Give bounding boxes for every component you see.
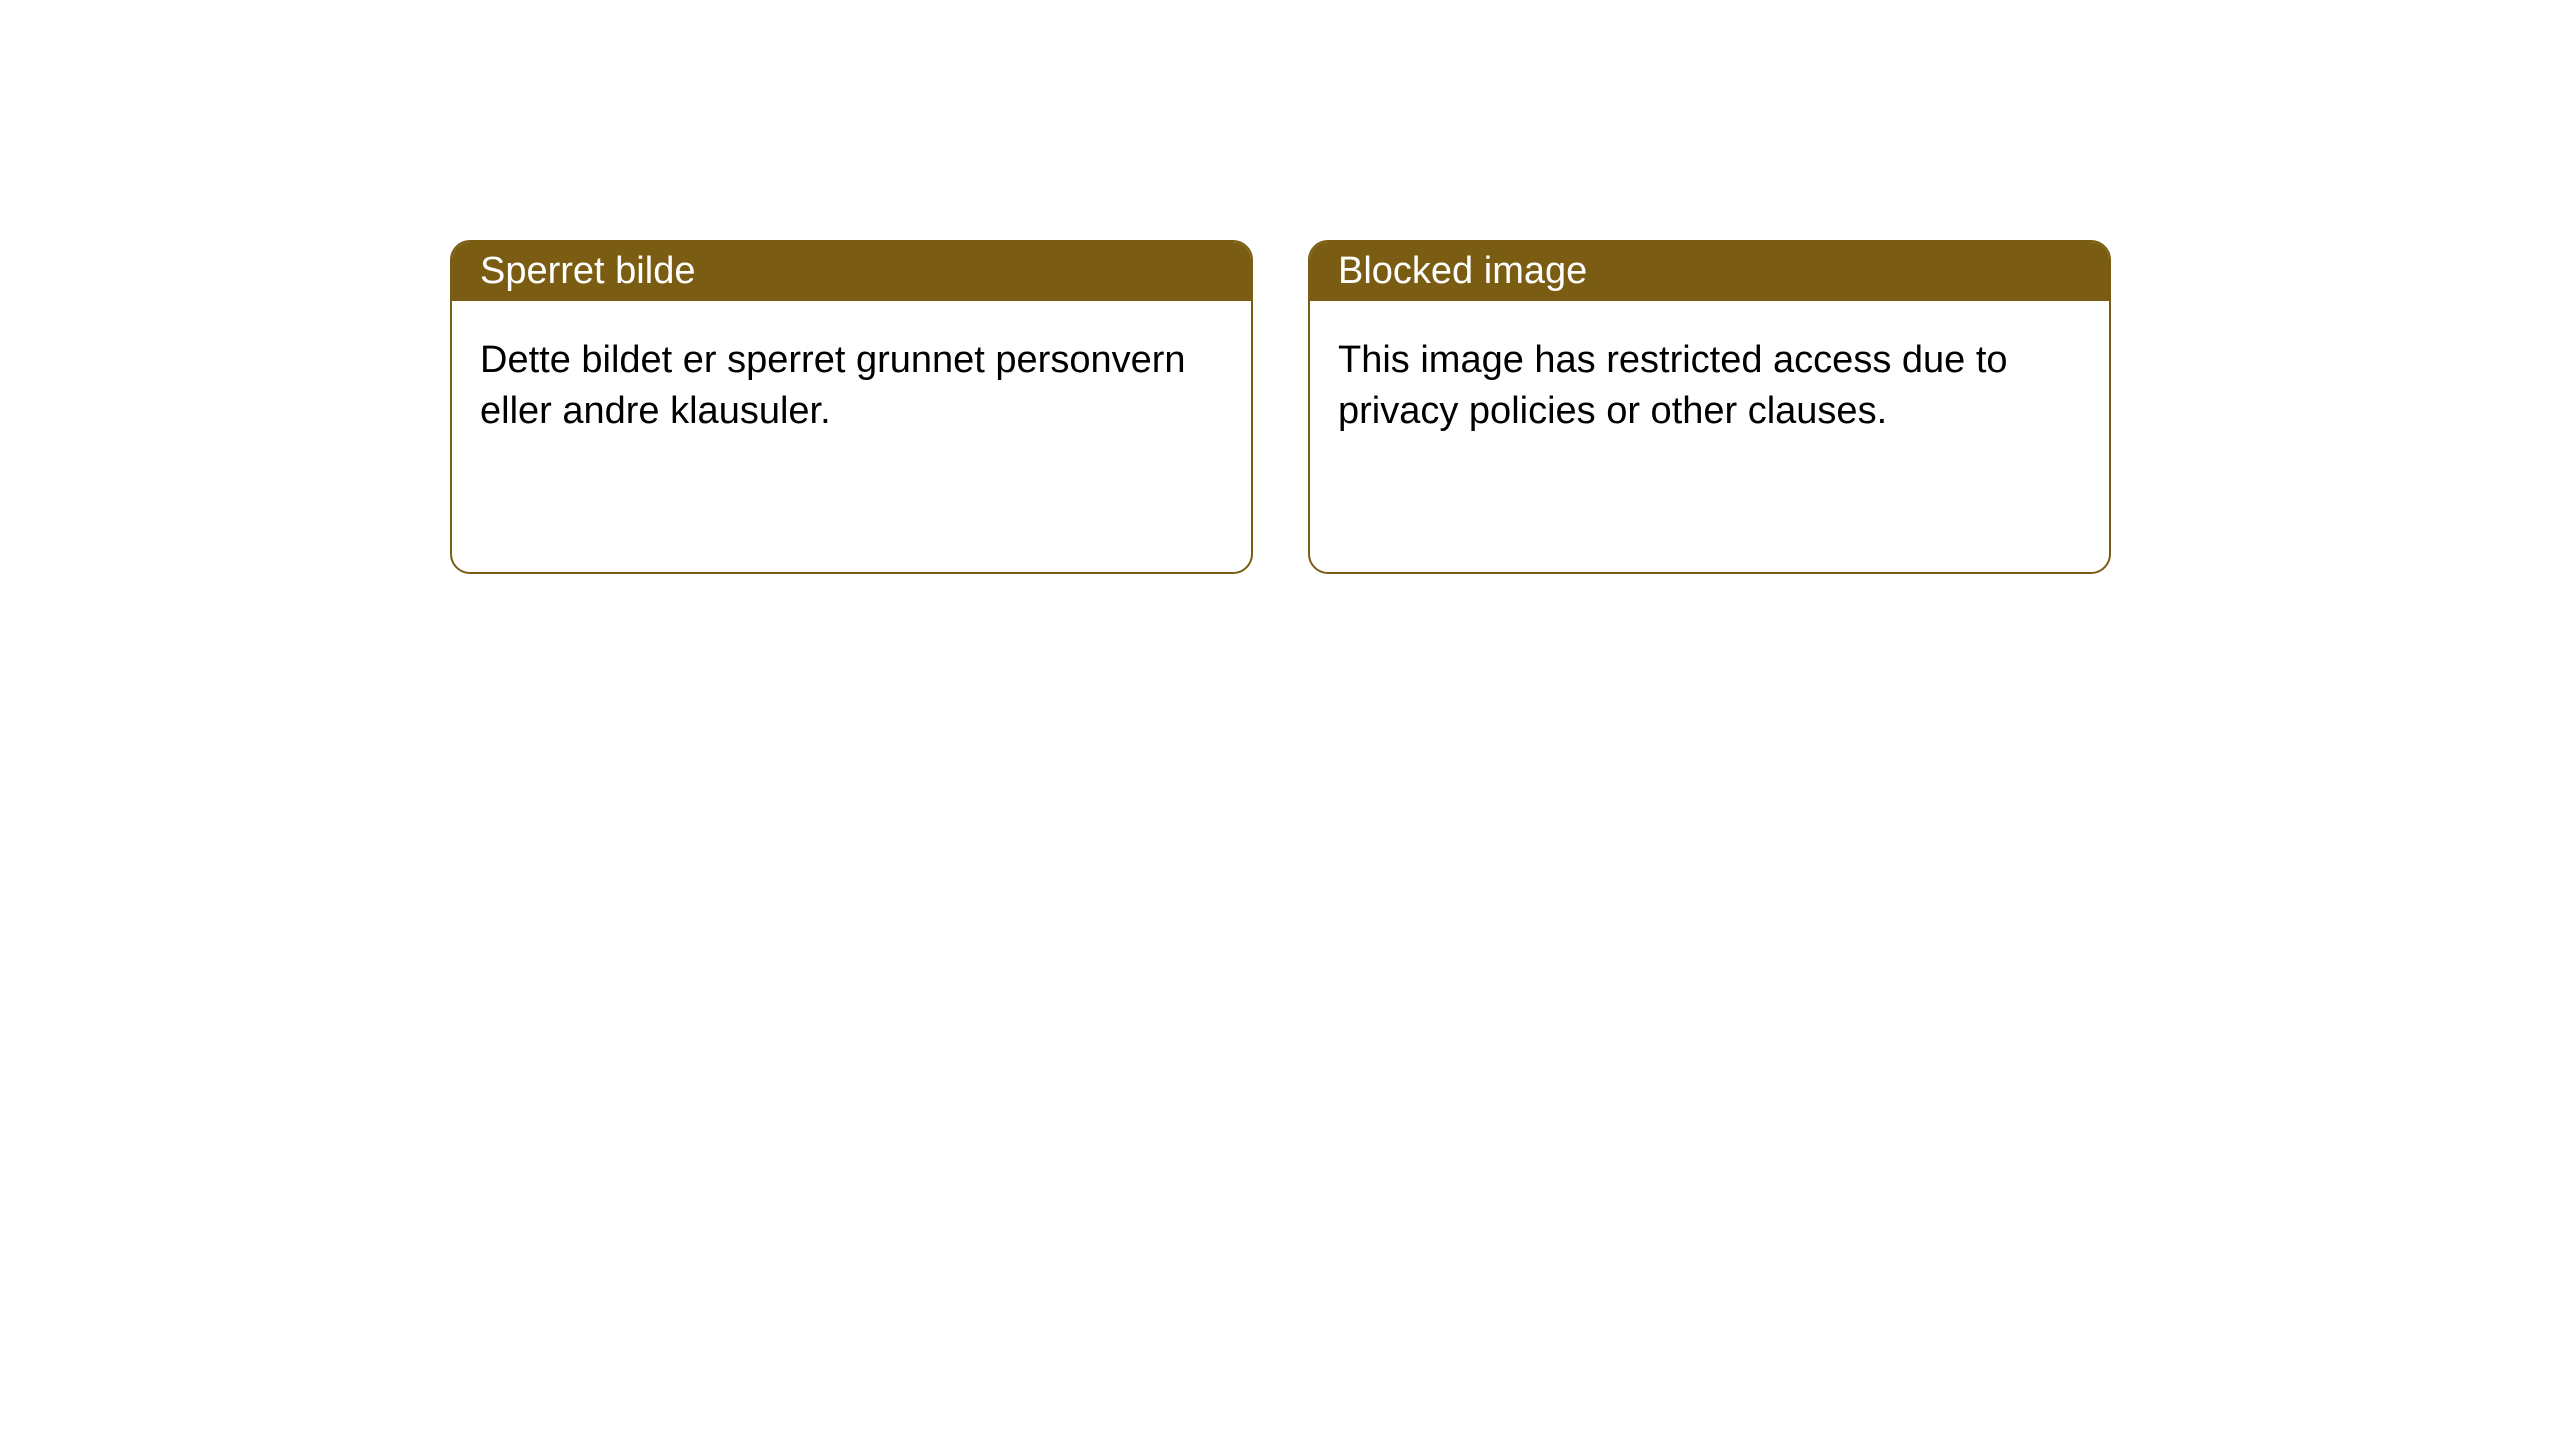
card-body-english: This image has restricted access due to … — [1310, 301, 2109, 472]
card-norwegian: Sperret bilde Dette bildet er sperret gr… — [450, 240, 1253, 574]
card-title-norwegian: Sperret bilde — [480, 250, 695, 293]
card-title-english: Blocked image — [1338, 250, 1587, 293]
card-header-english: Blocked image — [1310, 242, 2109, 301]
card-body-text-norwegian: Dette bildet er sperret grunnet personve… — [480, 339, 1186, 432]
card-body-text-english: This image has restricted access due to … — [1338, 339, 2008, 432]
card-header-norwegian: Sperret bilde — [452, 242, 1251, 301]
cards-container: Sperret bilde Dette bildet er sperret gr… — [0, 0, 2560, 574]
card-body-norwegian: Dette bildet er sperret grunnet personve… — [452, 301, 1251, 472]
card-english: Blocked image This image has restricted … — [1308, 240, 2111, 574]
